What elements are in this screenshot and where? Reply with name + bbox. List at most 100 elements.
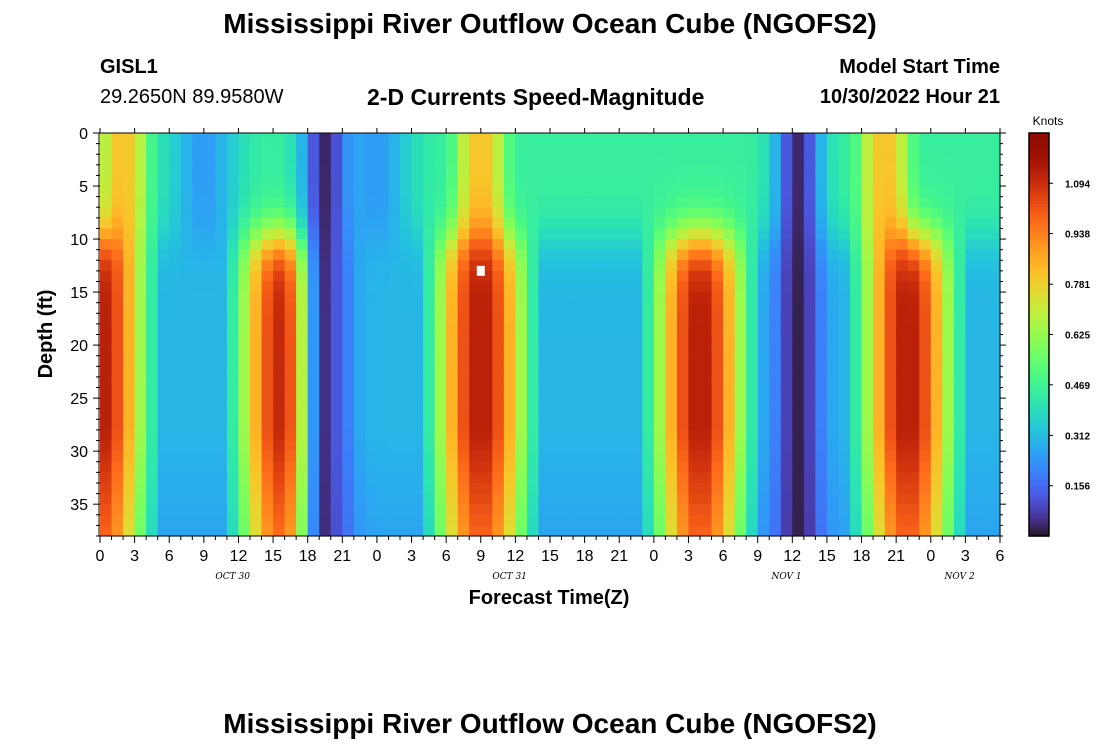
heatmap-cell bbox=[388, 398, 401, 410]
heatmap-cell bbox=[573, 164, 586, 177]
heatmap-cell bbox=[307, 429, 320, 442]
heatmap-cell bbox=[434, 239, 447, 251]
heatmap-cell bbox=[457, 345, 470, 357]
heatmap-cell bbox=[250, 472, 263, 484]
heatmap-cell bbox=[780, 493, 793, 505]
heatmap-cell bbox=[284, 514, 297, 526]
heatmap-cell bbox=[861, 313, 874, 325]
heatmap-cell bbox=[111, 186, 124, 198]
heatmap-cell bbox=[976, 270, 990, 283]
heatmap-cell bbox=[353, 345, 366, 357]
heatmap-cell bbox=[400, 355, 413, 367]
heatmap-cell bbox=[826, 398, 840, 410]
heatmap-cell bbox=[157, 376, 170, 389]
heatmap-cell bbox=[850, 228, 863, 240]
heatmap-cell bbox=[953, 419, 966, 431]
heatmap-cell bbox=[861, 419, 874, 431]
heatmap-cell bbox=[757, 387, 770, 399]
heatmap-cell bbox=[169, 281, 182, 293]
heatmap-cell bbox=[665, 504, 678, 516]
heatmap-cell bbox=[653, 482, 666, 495]
colorbar-segment bbox=[1029, 263, 1049, 268]
heatmap-cell bbox=[273, 207, 286, 219]
x-tick-label: 3 bbox=[684, 548, 693, 565]
colorbar-segment bbox=[1029, 502, 1049, 507]
heatmap-cell bbox=[157, 482, 170, 495]
heatmap-cell bbox=[826, 355, 840, 367]
heatmap-cell bbox=[700, 525, 713, 537]
heatmap-cell bbox=[619, 387, 632, 399]
heatmap-cell bbox=[792, 164, 805, 177]
heatmap-cell bbox=[734, 334, 747, 346]
heatmap-cell bbox=[238, 228, 251, 240]
heatmap-cell bbox=[226, 323, 240, 336]
heatmap-cell bbox=[273, 175, 286, 187]
heatmap-cell bbox=[492, 366, 505, 378]
heatmap-cell bbox=[757, 472, 770, 484]
heatmap-cell bbox=[884, 334, 897, 346]
heatmap-cell bbox=[307, 143, 320, 155]
heatmap-cell bbox=[538, 154, 551, 166]
heatmap-cell bbox=[353, 334, 366, 346]
heatmap-cell bbox=[342, 270, 355, 283]
heatmap-cell bbox=[123, 482, 136, 495]
heatmap-cell bbox=[815, 260, 828, 272]
heatmap-cell bbox=[330, 228, 343, 240]
heatmap-cell bbox=[503, 472, 516, 484]
heatmap-cell bbox=[226, 451, 240, 463]
heatmap-cell bbox=[423, 281, 436, 293]
heatmap-cell bbox=[988, 387, 1001, 399]
heatmap-cell bbox=[480, 387, 493, 399]
heatmap-cell bbox=[803, 376, 816, 389]
heatmap-cell bbox=[123, 217, 136, 230]
heatmap-cell bbox=[942, 292, 955, 304]
heatmap-cell bbox=[146, 514, 159, 526]
heatmap-cell bbox=[353, 164, 366, 177]
heatmap-cell bbox=[526, 514, 540, 526]
heatmap-cell bbox=[630, 493, 643, 505]
heatmap-cell bbox=[273, 323, 286, 336]
heatmap-cell bbox=[192, 196, 205, 208]
heatmap-cell bbox=[688, 461, 701, 473]
heatmap-cell bbox=[134, 239, 147, 251]
heatmap-cell bbox=[746, 514, 759, 526]
heatmap-cell bbox=[261, 239, 274, 251]
heatmap-cell bbox=[561, 472, 574, 484]
heatmap-cell bbox=[365, 451, 378, 463]
heatmap-cell bbox=[330, 323, 343, 336]
heatmap-cell bbox=[838, 504, 851, 516]
heatmap-cell bbox=[919, 461, 932, 473]
heatmap-cell bbox=[642, 186, 655, 198]
x-tick-label: 0 bbox=[926, 548, 935, 565]
heatmap-cell bbox=[676, 504, 690, 516]
heatmap-cell bbox=[665, 514, 678, 526]
heatmap-cell bbox=[388, 482, 401, 495]
heatmap-cell bbox=[665, 217, 678, 230]
colorbar-segment bbox=[1029, 210, 1049, 215]
heatmap-cell bbox=[146, 302, 159, 314]
heatmap-cell bbox=[838, 408, 851, 420]
heatmap-cell bbox=[353, 313, 366, 325]
heatmap-cell bbox=[942, 408, 955, 420]
heatmap-cell bbox=[157, 313, 170, 325]
heatmap-cell bbox=[746, 461, 759, 473]
heatmap-cell bbox=[573, 398, 586, 410]
heatmap-cell bbox=[942, 302, 955, 314]
heatmap-cell bbox=[573, 207, 586, 219]
colorbar-segment bbox=[1029, 280, 1049, 285]
heatmap-cell bbox=[203, 154, 216, 166]
heatmap-cell bbox=[400, 419, 413, 431]
heatmap-cell bbox=[296, 228, 309, 240]
heatmap-cell bbox=[942, 355, 955, 367]
heatmap-cell bbox=[203, 461, 216, 473]
heatmap-cell bbox=[976, 260, 990, 272]
heatmap-cell bbox=[203, 323, 216, 336]
heatmap-cell bbox=[942, 440, 955, 452]
heatmap-cell bbox=[434, 302, 447, 314]
heatmap-cell bbox=[746, 451, 759, 463]
heatmap-cell bbox=[100, 281, 113, 293]
heatmap-cell bbox=[261, 451, 274, 463]
heatmap-cell bbox=[319, 313, 332, 325]
heatmap-cell bbox=[250, 249, 263, 261]
heatmap-cell bbox=[526, 482, 540, 495]
